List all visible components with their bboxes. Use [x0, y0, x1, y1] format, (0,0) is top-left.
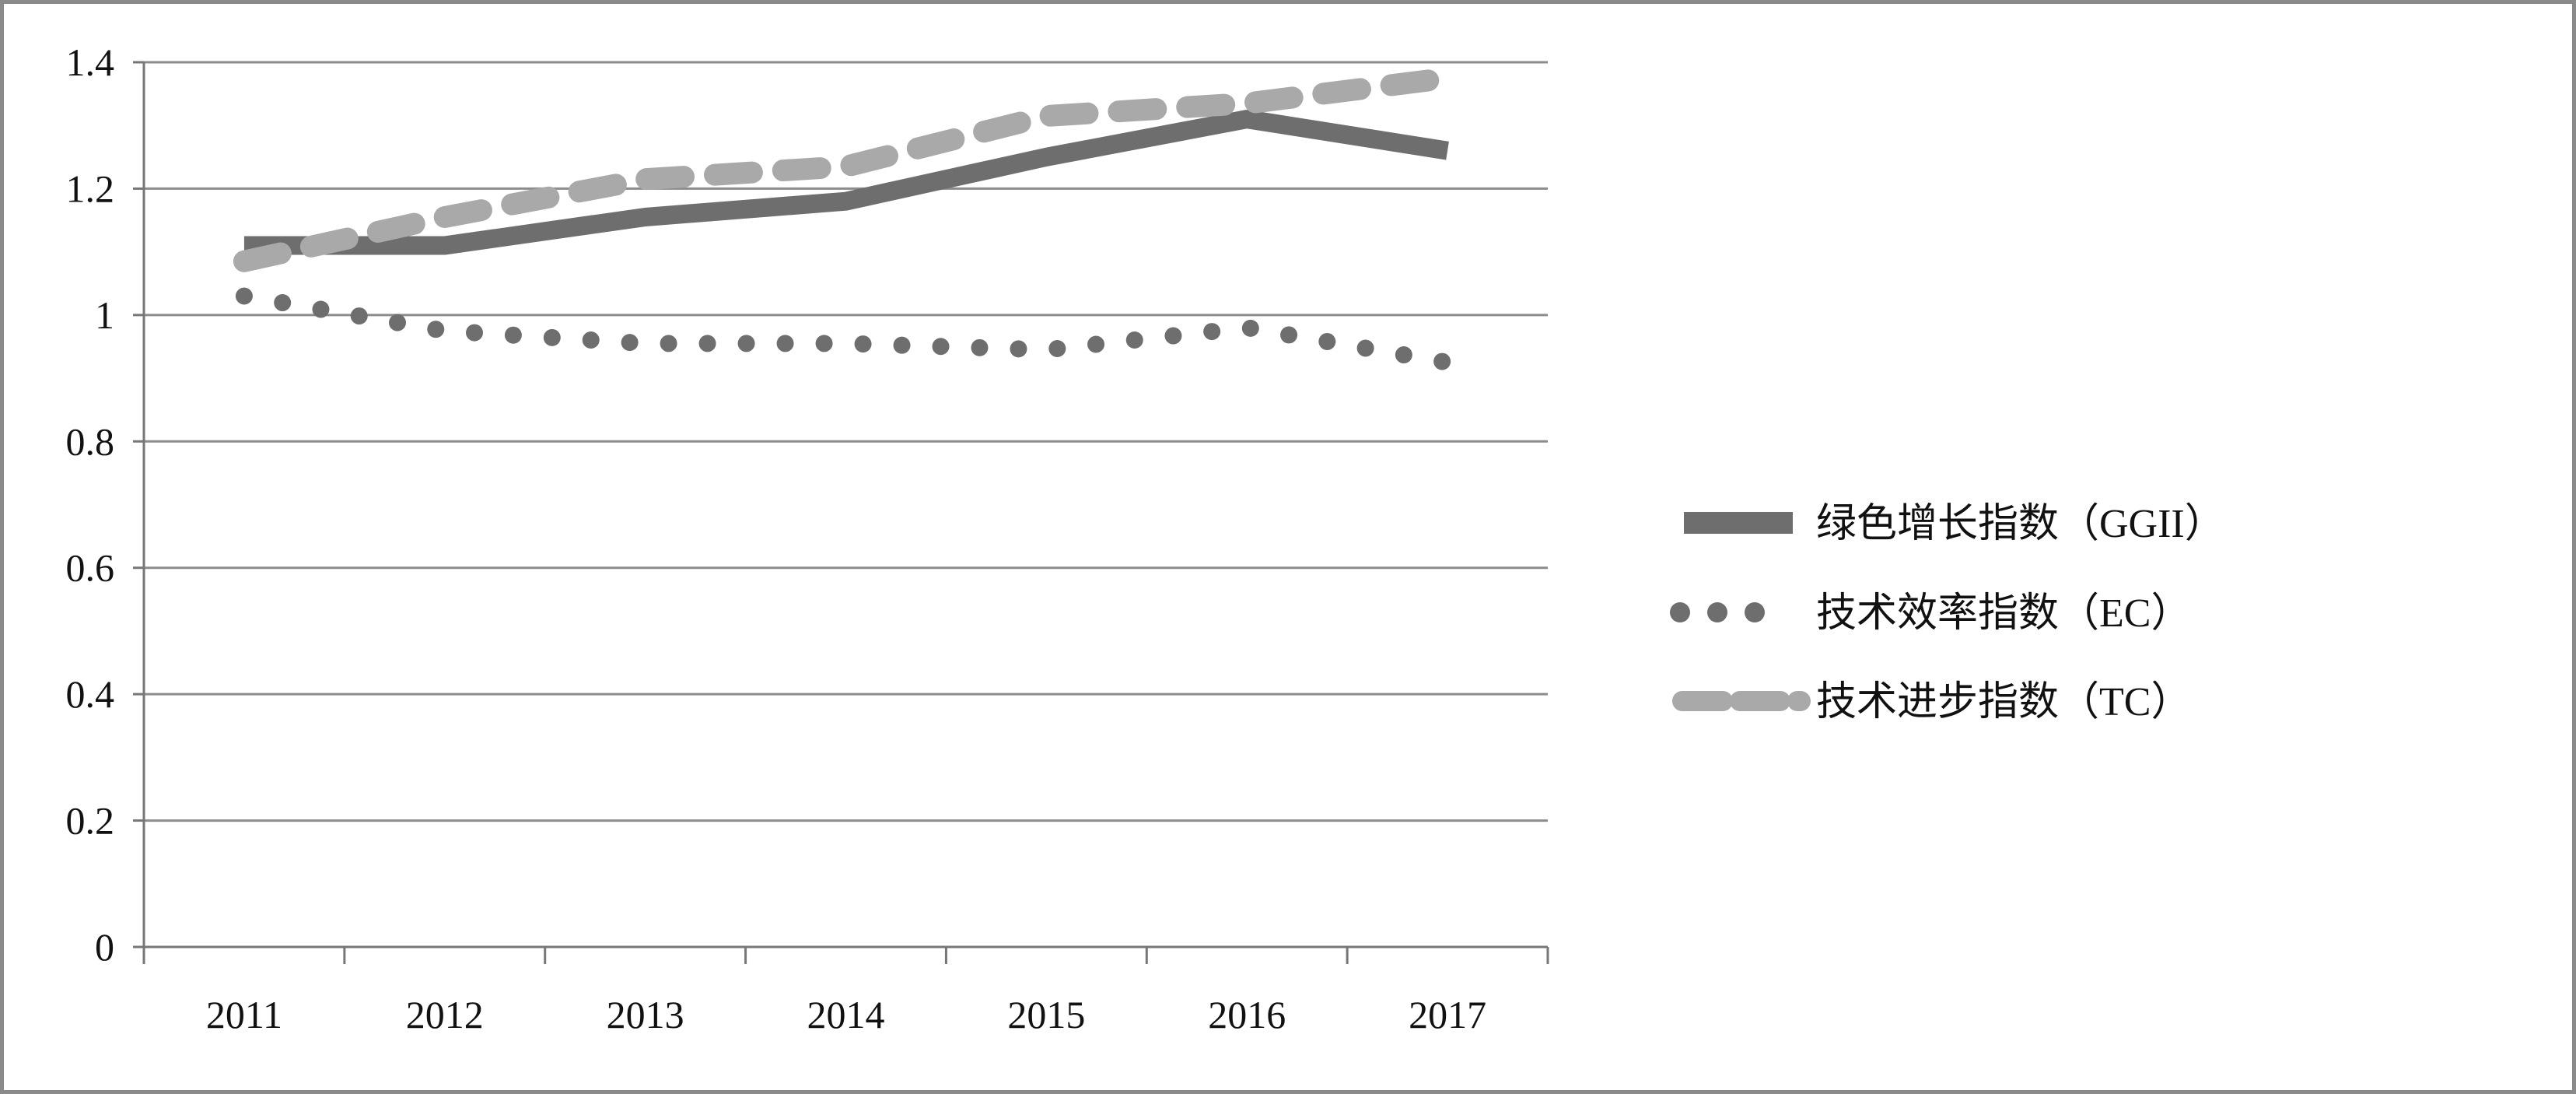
x-tick-label: 2013 — [607, 993, 684, 1036]
y-tick-label: 0 — [95, 925, 114, 969]
x-tick-label: 2012 — [406, 993, 484, 1036]
data-point — [845, 342, 847, 344]
x-tick-label: 2011 — [206, 993, 282, 1036]
y-tick-labels: 0 0.2 0.4 0.6 0.8 1 1.2 1.4 — [66, 40, 115, 969]
x-tick-labels: 2011 2012 2013 2014 2015 2016 2017 — [206, 993, 1486, 1036]
y-tick-label: 1.2 — [66, 167, 115, 210]
x-tick-label: 2014 — [807, 993, 885, 1036]
y-tick-label: 1 — [95, 293, 114, 337]
x-tick-label: 2016 — [1208, 993, 1286, 1036]
data-point — [1045, 349, 1047, 351]
legend-label-2: 技术效率指数（EC） — [1816, 591, 2191, 636]
y-tick-label: 0.2 — [66, 799, 115, 843]
x-tick-label: 2015 — [1007, 993, 1085, 1036]
axes — [133, 61, 1549, 964]
y-tick-label: 0.6 — [66, 546, 115, 590]
data-point — [645, 342, 646, 344]
x-tick-label: 2017 — [1409, 993, 1486, 1036]
line-chart: 00.20.40.60.811.21.4 2011 2012 2013 2014 201… — [66, 40, 2225, 1036]
legend-label-1: 绿色增长指数（GGII） — [1816, 502, 2225, 546]
series-lines — [233, 67, 1459, 371]
series-line-2 — [235, 287, 1457, 371]
series-line-3 — [233, 67, 1459, 272]
data-point — [1447, 77, 1448, 79]
series-line-1 — [243, 110, 1449, 255]
legend-label-3: 技术进步指数（TC） — [1816, 680, 2191, 724]
y-tick-label: 0.8 — [66, 419, 115, 463]
gridlines — [144, 61, 1548, 822]
y-tick-label: 1.4 — [66, 40, 115, 84]
y-tick-label: 0.4 — [66, 672, 115, 716]
legend: 绿色增长指数（GGII） 技术效率指数（EC） 技术进步指数（TC） — [1670, 502, 2225, 724]
